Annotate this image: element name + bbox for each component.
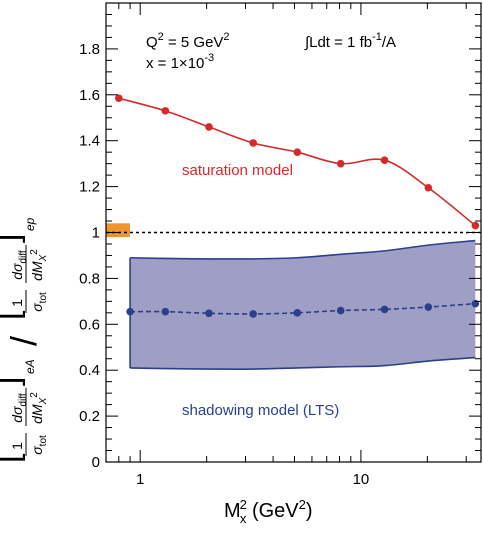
series-0-point-0 xyxy=(115,94,123,102)
series-0-point-4 xyxy=(294,148,302,156)
y-tick-label: 0.4 xyxy=(79,362,100,379)
series-0-point-6 xyxy=(381,156,389,164)
y-axis-label: [ 1 σtot dσdiff dMX2 ] eA / [ 1 σtot dσd… xyxy=(0,217,49,463)
y-tick-label: 1.4 xyxy=(79,133,100,150)
y-label-bracket-close-ea: ] xyxy=(0,377,26,386)
series-0-point-3 xyxy=(249,139,257,147)
y-label-one-ea: 1 xyxy=(9,442,25,450)
plot-area xyxy=(106,94,481,369)
series-1-point-7 xyxy=(425,303,433,311)
y-label-bracket-open-ep: [ xyxy=(0,310,26,320)
saturation-model-label: saturation model xyxy=(182,162,293,179)
y-tick-label: 1.6 xyxy=(79,87,100,104)
x-tick-label: 1 xyxy=(136,471,144,488)
series-0-point-7 xyxy=(425,184,433,192)
y-label-sigma-tot-ea: σtot xyxy=(29,435,49,455)
y-tick-label: 0.8 xyxy=(79,270,100,287)
y-tick-label: 0.6 xyxy=(79,316,100,333)
y-label-one-ep: 1 xyxy=(9,299,25,307)
shadowing-band xyxy=(130,241,475,370)
q2-annotation: Q2 = 5 GeV2 xyxy=(146,31,230,51)
y-label-sigma-tot-ep: σtot xyxy=(29,292,49,312)
y-label-subscript-ep: ep xyxy=(23,217,37,231)
series-1-point-3 xyxy=(249,310,257,318)
x-axis-label: M2 x (GeV2) xyxy=(224,497,313,526)
series-1-point-2 xyxy=(205,309,213,317)
y-tick-label: 1 xyxy=(92,225,100,242)
x-annotation: x = 1×10-3 xyxy=(146,52,214,72)
series-1-point-0 xyxy=(126,308,134,316)
series-0-point-1 xyxy=(162,107,170,115)
x-tick-label: 10 xyxy=(353,471,370,488)
series-1-point-1 xyxy=(162,308,170,316)
shadowing-model-label: shadowing model (LTS) xyxy=(182,402,339,419)
y-label-bracket-close-ep: ] xyxy=(0,234,26,243)
y-tick-label: 0.2 xyxy=(79,408,100,425)
y-label-bracket-open-ea: [ xyxy=(0,453,26,463)
y-tick-label: 1.2 xyxy=(79,179,100,196)
y-label-subscript-ea: eA xyxy=(23,359,37,374)
y-label-divide: / xyxy=(3,336,44,346)
y-label-dmx-ep: dMX2 xyxy=(29,249,49,281)
series-1-point-4 xyxy=(294,309,302,317)
y-tick-label: 1.8 xyxy=(79,41,100,58)
series-line-0 xyxy=(119,98,476,225)
series-1-point-6 xyxy=(381,306,389,314)
y-label-dmx-ea: dMX2 xyxy=(29,392,49,424)
series-0-point-5 xyxy=(337,160,345,168)
luminosity-annotation: ∫Ldt = 1 fb-1/A xyxy=(304,31,396,51)
normalization-uncertainty-box xyxy=(106,223,130,237)
series-1-point-5 xyxy=(337,307,345,315)
y-tick-label: 0 xyxy=(92,454,100,471)
series-0-point-8 xyxy=(472,222,480,230)
series-0-point-2 xyxy=(205,123,213,131)
